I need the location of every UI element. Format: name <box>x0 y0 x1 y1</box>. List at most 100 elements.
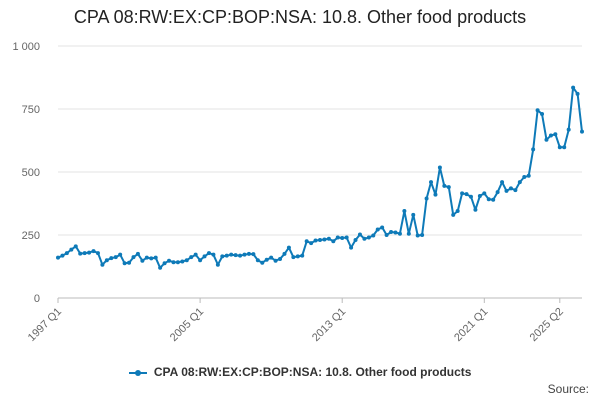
chart-title: CPA 08:RW:EX:CP:BOP:NSA: 10.8. Other foo… <box>73 7 527 27</box>
data-point <box>189 255 194 260</box>
data-point <box>229 252 234 257</box>
source-label: Source: <box>547 382 589 396</box>
y-axis-ticks: 0 250 500 750 1 000 <box>12 41 40 305</box>
data-point <box>238 253 243 258</box>
data-point <box>357 232 362 237</box>
data-point <box>464 192 469 197</box>
data-point <box>522 175 527 180</box>
data-point <box>269 255 274 260</box>
data-point <box>429 180 434 185</box>
data-point <box>437 165 442 170</box>
data-point <box>95 251 100 256</box>
data-point <box>517 180 522 185</box>
data-point <box>206 251 211 256</box>
data-point <box>393 230 398 235</box>
data-point <box>78 251 83 256</box>
data-point <box>500 180 505 185</box>
gridlines <box>58 45 582 236</box>
data-point <box>544 137 549 142</box>
data-point <box>144 255 149 260</box>
data-point <box>322 237 327 242</box>
data-point <box>193 252 198 257</box>
data-point <box>220 254 225 259</box>
data-point <box>251 252 256 257</box>
data-point <box>540 112 545 117</box>
data-point <box>198 258 203 263</box>
data-point <box>371 233 376 238</box>
series-group <box>56 85 584 270</box>
legend[interactable]: CPA 08:RW:EX:CP:BOP:NSA: 10.8. Other foo… <box>0 365 600 379</box>
data-point <box>455 209 460 214</box>
data-point <box>135 251 140 256</box>
y-tick-label: 1 000 <box>12 41 40 53</box>
data-point <box>402 209 407 214</box>
data-point <box>424 196 429 201</box>
data-point <box>446 185 451 190</box>
data-point <box>362 236 367 241</box>
data-point <box>69 247 74 252</box>
data-point <box>557 145 562 150</box>
data-point <box>242 252 247 257</box>
data-point <box>508 186 513 191</box>
data-point <box>460 191 465 196</box>
data-point <box>535 108 540 113</box>
data-point <box>224 253 229 258</box>
data-point <box>109 256 114 261</box>
data-point <box>349 245 354 250</box>
data-point <box>127 260 132 265</box>
y-tick-label: 0 <box>34 293 40 305</box>
data-point <box>202 254 207 259</box>
data-point <box>375 227 380 232</box>
data-point <box>477 193 482 198</box>
data-point <box>531 147 536 152</box>
y-tick-label: 500 <box>22 167 40 179</box>
data-point <box>495 190 500 195</box>
data-point <box>406 231 411 236</box>
data-point <box>420 233 425 237</box>
data-point <box>278 256 283 261</box>
legend-label: CPA 08:RW:EX:CP:BOP:NSA: 10.8. Other foo… <box>153 365 472 379</box>
data-point <box>64 251 69 256</box>
data-point <box>175 260 180 265</box>
data-point <box>344 235 349 240</box>
data-point <box>326 236 331 241</box>
data-point <box>442 183 447 188</box>
data-point <box>104 258 109 263</box>
data-point <box>295 254 300 259</box>
data-point <box>548 133 553 138</box>
data-point <box>411 212 416 217</box>
data-point <box>313 238 318 243</box>
data-point <box>566 127 571 132</box>
x-tick-label: 2021 Q1 <box>452 306 490 344</box>
data-point <box>304 239 309 244</box>
data-point <box>131 255 136 260</box>
x-tick-label: 2025 Q2 <box>528 306 566 344</box>
data-point <box>158 265 163 270</box>
data-point <box>91 249 96 254</box>
data-point <box>118 252 123 257</box>
data-point <box>451 212 456 217</box>
data-point <box>140 258 145 263</box>
data-point <box>73 244 78 249</box>
data-point <box>562 145 567 150</box>
data-point <box>113 255 118 260</box>
data-point <box>340 236 345 241</box>
data-point <box>353 238 358 243</box>
data-point <box>171 260 176 265</box>
data-point <box>309 241 314 246</box>
data-point <box>389 229 394 234</box>
data-point <box>571 85 576 90</box>
data-point <box>211 252 216 257</box>
data-point <box>153 255 158 260</box>
x-tick-label: 2013 Q1 <box>310 306 348 344</box>
data-point <box>331 239 336 244</box>
data-point <box>233 253 238 258</box>
x-tick-label: 1997 Q1 <box>26 306 64 344</box>
data-point <box>415 233 420 238</box>
data-point <box>273 258 278 263</box>
data-point <box>56 255 60 260</box>
data-point <box>255 258 260 263</box>
data-point <box>553 132 558 137</box>
data-point <box>162 261 167 266</box>
data-point <box>335 235 340 240</box>
